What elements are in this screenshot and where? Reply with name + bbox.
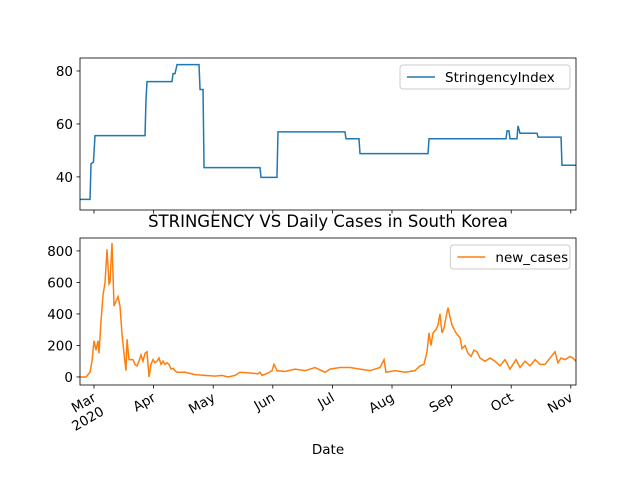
y-tick-label: 40 bbox=[56, 170, 73, 186]
x-tick-label: Sep bbox=[427, 390, 457, 417]
x-tick-label: Jun bbox=[251, 390, 278, 415]
y-tick-label: 600 bbox=[47, 275, 73, 291]
data-line bbox=[80, 243, 577, 378]
x-axis-label: Date bbox=[312, 442, 344, 458]
axes-frame bbox=[79, 237, 577, 386]
y-tick-label: 400 bbox=[47, 307, 73, 323]
x-tick-label: Oct bbox=[488, 390, 516, 416]
chart-title: STRINGENCY VS Daily Cases in South Korea bbox=[148, 212, 508, 231]
x-tick-label: Apr bbox=[130, 390, 159, 416]
x-tick-label: Nov bbox=[545, 390, 576, 417]
data-line bbox=[80, 63, 576, 201]
x-tick-label: Aug bbox=[366, 390, 397, 417]
legend: new_cases bbox=[449, 244, 571, 270]
y-tick-label: 800 bbox=[47, 244, 73, 260]
x-tick-label: May bbox=[186, 390, 218, 418]
legend-label: new_cases bbox=[495, 250, 568, 266]
y-tick-label: 200 bbox=[47, 338, 73, 354]
y-tick-label: 80 bbox=[56, 64, 73, 80]
y-tick-label: 60 bbox=[56, 117, 73, 133]
legend-box bbox=[399, 64, 571, 90]
legend-label: StringencyIndex bbox=[445, 70, 555, 86]
y-tick-label: 0 bbox=[64, 370, 73, 386]
axes-frame bbox=[79, 57, 577, 211]
legend: StringencyIndex bbox=[399, 64, 571, 90]
legend-box bbox=[449, 244, 571, 270]
x-tick-label: Jul bbox=[314, 390, 337, 413]
